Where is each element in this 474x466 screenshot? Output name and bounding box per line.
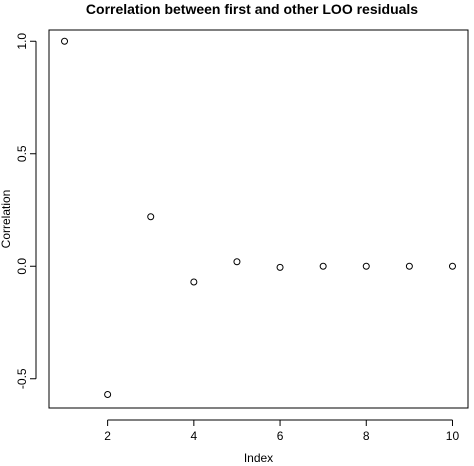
- chart-title: Correlation between first and other LOO …: [86, 1, 418, 17]
- data-point: [147, 213, 155, 221]
- data-point: [104, 391, 112, 398]
- data-point: [405, 262, 413, 270]
- data-point: [61, 37, 69, 45]
- y-axis-title: Correlation: [0, 190, 13, 249]
- data-point: [276, 263, 284, 271]
- x-axis-title: Index: [244, 451, 273, 465]
- y-tick-label: -0.5: [15, 368, 29, 389]
- plot-area-frame: [48, 29, 469, 409]
- data-points: [61, 37, 456, 398]
- x-axis: 2 4 6 8 10: [104, 419, 460, 443]
- data-point: [319, 262, 327, 270]
- x-tick-label: 4: [190, 429, 197, 443]
- data-point: [190, 278, 198, 286]
- data-point: [362, 262, 370, 270]
- x-tick-label: 8: [363, 429, 370, 443]
- y-axis: -0.5 0.0 0.5 1.0: [15, 33, 37, 389]
- x-tick-label: 6: [277, 429, 284, 443]
- y-tick-label: 0.0: [15, 258, 29, 275]
- data-point: [448, 262, 456, 270]
- x-tick-label: 2: [104, 429, 111, 443]
- data-point: [233, 258, 241, 266]
- x-tick-label: 10: [446, 429, 460, 443]
- y-tick-label: 1.0: [15, 33, 29, 50]
- y-tick-label: 0.5: [15, 145, 29, 162]
